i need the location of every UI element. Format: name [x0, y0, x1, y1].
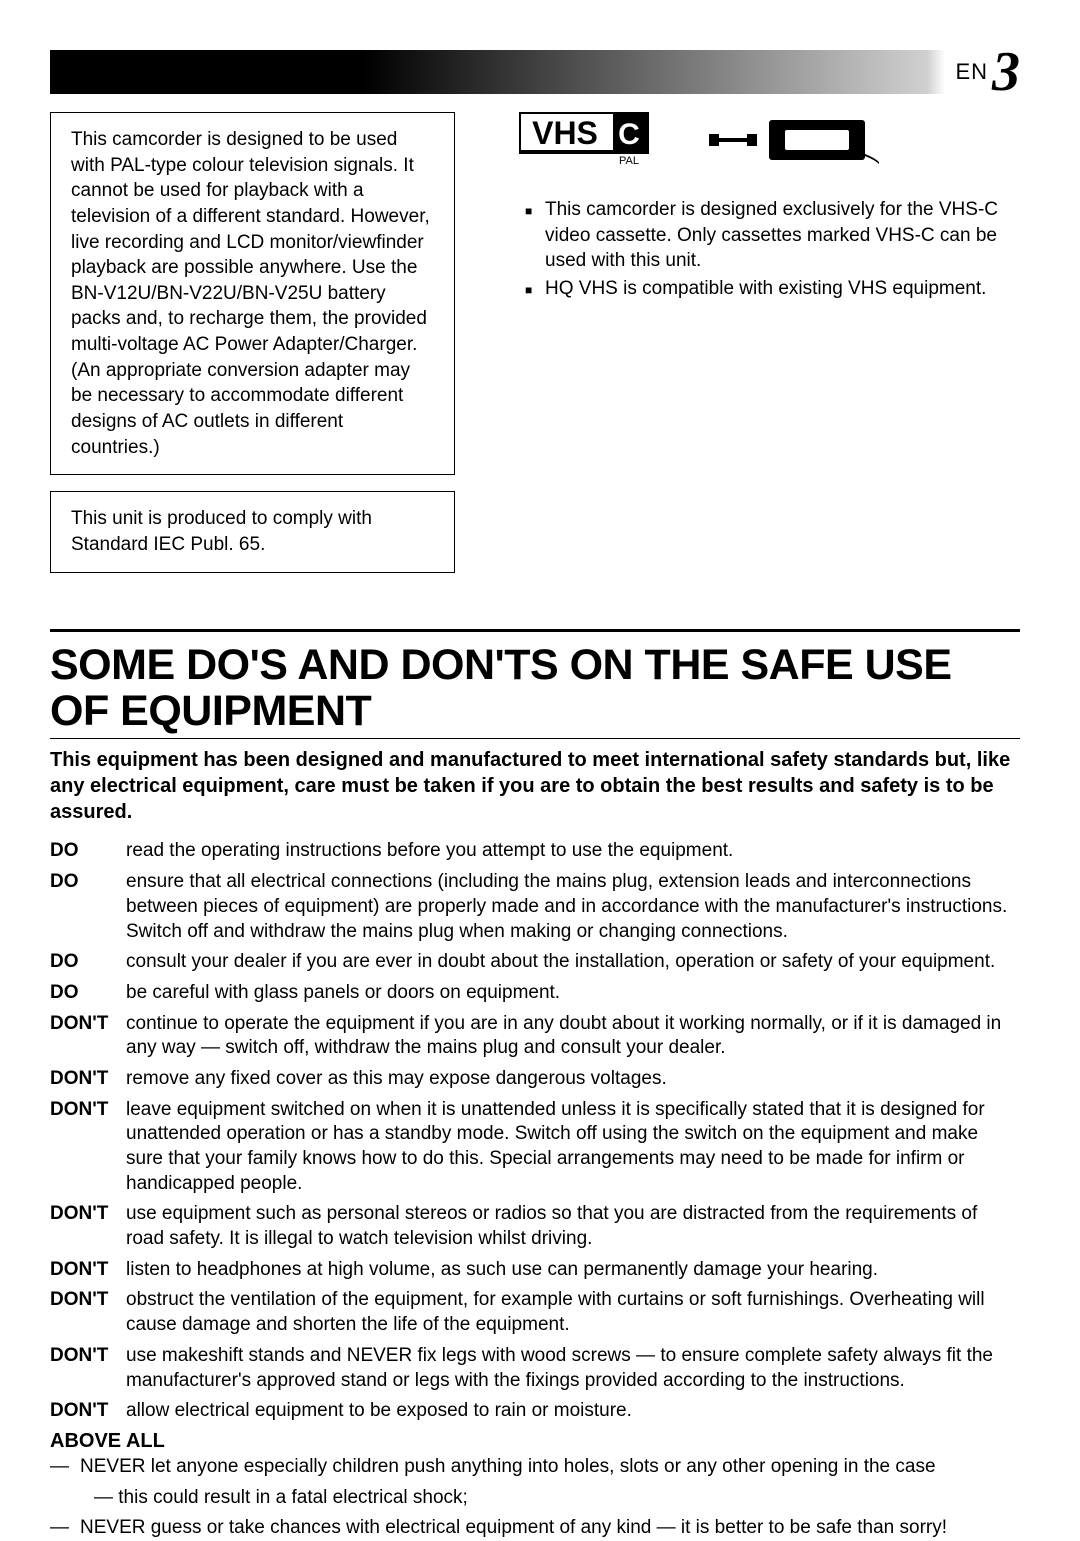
dash-sub-item: — this could result in a fatal electrica…	[50, 1486, 1020, 1511]
right-column: VHS C PAL	[495, 112, 1020, 589]
main-title: SOME DO'S AND DON'TS ON THE SAFE USE OF …	[50, 642, 1020, 735]
rule-tag: DO	[50, 950, 126, 975]
svg-text:PAL: PAL	[619, 155, 639, 167]
dash-item: —NEVER let anyone especially children pu…	[50, 1455, 1020, 1480]
dash-list: —NEVER let anyone especially children pu…	[50, 1455, 1020, 1541]
rule-item: DON'Tuse makeshift stands and NEVER fix …	[50, 1344, 1020, 1393]
rule-tag: DON'T	[50, 1098, 126, 1197]
rule-item: DOconsult your dealer if you are ever in…	[50, 950, 1020, 975]
rule-tag: DON'T	[50, 1288, 126, 1337]
list-item: This camcorder is designed exclusively f…	[525, 197, 1020, 274]
rule-item: DON'Tleave equipment switched on when it…	[50, 1098, 1020, 1197]
rule-text: leave equipment switched on when it is u…	[126, 1098, 1020, 1197]
dash-sub-text: — this could result in a fatal electrica…	[50, 1486, 1020, 1511]
dash-text: NEVER let anyone especially children pus…	[80, 1455, 1020, 1480]
rule-text: read the operating instructions before y…	[126, 839, 1020, 864]
rule-tag: DO	[50, 981, 126, 1006]
rule-text: listen to headphones at high volume, as …	[126, 1258, 1020, 1283]
info-box-pal: This camcorder is designed to be used wi…	[50, 112, 455, 475]
rule-item: DON'Tlisten to headphones at high volume…	[50, 1258, 1020, 1283]
rule-tag: DO	[50, 839, 126, 864]
format-logos: VHS C PAL	[519, 112, 1020, 173]
rule-item: DObe careful with glass panels or doors …	[50, 981, 1020, 1006]
rule-item: DON'Tallow electrical equipment to be ex…	[50, 1399, 1020, 1424]
rule-list: DOread the operating instructions before…	[50, 839, 1020, 1423]
rule-item: DOensure that all electrical connections…	[50, 870, 1020, 944]
rule-item: DON'Tremove any fixed cover as this may …	[50, 1067, 1020, 1092]
rule-item: DOread the operating instructions before…	[50, 839, 1020, 864]
rule-text: use equipment such as personal stereos o…	[126, 1202, 1020, 1251]
svg-text:C: C	[618, 118, 640, 151]
hq-logo-icon	[709, 116, 879, 169]
dash-marker: —	[50, 1516, 80, 1541]
rule-tag: DON'T	[50, 1399, 126, 1424]
divider-thick	[50, 629, 1020, 632]
feature-bullets: This camcorder is designed exclusively f…	[495, 197, 1020, 302]
rule-text: be careful with glass panels or doors on…	[126, 981, 1020, 1006]
dash-text: NEVER guess or take chances with electri…	[80, 1516, 1020, 1541]
page-label: EN	[955, 59, 988, 85]
divider-thin	[50, 738, 1020, 739]
rule-text: remove any fixed cover as this may expos…	[126, 1067, 1020, 1092]
rule-tag: DON'T	[50, 1067, 126, 1092]
rule-text: consult your dealer if you are ever in d…	[126, 950, 1020, 975]
header-bar: EN 3	[50, 50, 1020, 94]
rule-item: DON'Tobstruct the ventilation of the equ…	[50, 1288, 1020, 1337]
rule-item: DON'Tcontinue to operate the equipment i…	[50, 1012, 1020, 1061]
dash-item: —NEVER guess or take chances with electr…	[50, 1516, 1020, 1541]
rule-tag: DON'T	[50, 1258, 126, 1283]
upper-section: This camcorder is designed to be used wi…	[50, 112, 1020, 589]
rule-item: DON'Tuse equipment such as personal ster…	[50, 1202, 1020, 1251]
rule-tag: DON'T	[50, 1344, 126, 1393]
rule-text: obstruct the ventilation of the equipmen…	[126, 1288, 1020, 1337]
rule-text: use makeshift stands and NEVER fix legs …	[126, 1344, 1020, 1393]
page-number: 3	[992, 44, 1020, 100]
intro-text: This equipment has been designed and man…	[50, 747, 1020, 825]
rule-text: continue to operate the equipment if you…	[126, 1012, 1020, 1061]
left-column: This camcorder is designed to be used wi…	[50, 112, 455, 589]
header-gradient	[50, 50, 945, 94]
info-box-iec: This unit is produced to comply with Sta…	[50, 491, 455, 572]
rule-tag: DON'T	[50, 1012, 126, 1061]
svg-text:VHS: VHS	[532, 115, 598, 151]
dash-marker: —	[50, 1455, 80, 1480]
rule-text: allow electrical equipment to be exposed…	[126, 1399, 1020, 1424]
rule-tag: DON'T	[50, 1202, 126, 1251]
vhsc-logo-icon: VHS C PAL	[519, 112, 679, 173]
list-item: HQ VHS is compatible with existing VHS e…	[525, 276, 1020, 302]
rule-tag: DO	[50, 870, 126, 944]
rule-text: ensure that all electrical connections (…	[126, 870, 1020, 944]
above-all-heading: ABOVE ALL	[50, 1430, 1020, 1453]
